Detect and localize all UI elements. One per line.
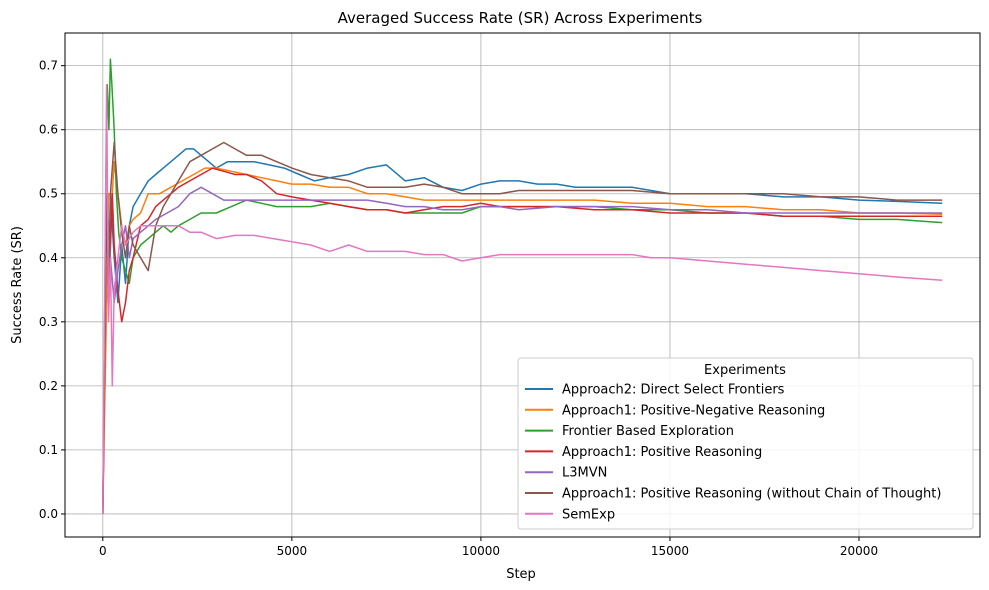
series-line-7 [102, 84, 943, 514]
legend-label: Approach2: Direct Select Frontiers [562, 383, 785, 398]
plot-frame [64, 32, 981, 538]
x-tick-label: 15000 [651, 544, 689, 558]
legend-label: Frontier Based Exploration [562, 424, 734, 439]
legend: Experiments Approach2: Direct Select Fro… [517, 357, 974, 530]
y-tick-label: 0.3 [39, 315, 58, 329]
y-tick-label: 0.5 [39, 187, 58, 201]
x-tick-label: 0 [99, 544, 107, 558]
legend-label: Approach1: Positive Reasoning [562, 445, 762, 460]
y-tick-label: 0.4 [39, 251, 58, 265]
y-axis-label: Success Rate (SR) [10, 226, 25, 344]
legend-label: SemExp [562, 507, 615, 522]
legend-box [517, 357, 974, 530]
y-tick-label: 0.7 [39, 59, 58, 73]
legend-label: L3MVN [562, 466, 607, 481]
chart-title: Averaged Success Rate (SR) Across Experi… [338, 9, 703, 27]
y-tick-label: 0.0 [39, 507, 58, 521]
series-lines [102, 58, 943, 514]
x-tick-label: 5000 [277, 544, 308, 558]
legend-label: Approach1: Positive-Negative Reasoning [562, 403, 825, 418]
legend-entries: Approach2: Direct Select Frontiers Approa… [525, 383, 941, 522]
y-axis-ticks: 0.0 0.1 0.2 0.3 0.4 0.5 0.6 0.7 [39, 59, 65, 521]
x-axis-label: Step [506, 567, 536, 582]
series-line-6 [102, 141, 943, 514]
series-line-5 [102, 186, 943, 514]
x-tick-label: 20000 [840, 544, 878, 558]
series-line-4 [102, 167, 943, 514]
y-tick-label: 0.6 [39, 123, 58, 137]
legend-label: Approach1: Positive Reasoning (without C… [562, 487, 941, 502]
x-tick-label: 10000 [462, 544, 500, 558]
series-line-2 [102, 160, 943, 514]
x-axis-ticks: 0 5000 10000 15000 20000 [99, 537, 878, 558]
legend-title: Experiments [704, 363, 786, 378]
y-tick-label: 0.1 [39, 443, 58, 457]
series-line-1 [102, 148, 943, 514]
y-tick-label: 0.2 [39, 379, 58, 393]
